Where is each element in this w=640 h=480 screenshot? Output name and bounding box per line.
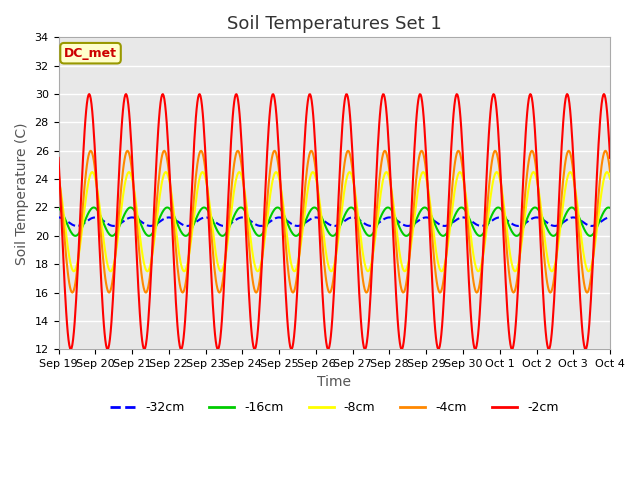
Title: Soil Temperatures Set 1: Soil Temperatures Set 1: [227, 15, 442, 33]
X-axis label: Time: Time: [317, 374, 351, 389]
Text: DC_met: DC_met: [64, 47, 117, 60]
Y-axis label: Soil Temperature (C): Soil Temperature (C): [15, 122, 29, 264]
Legend: -32cm, -16cm, -8cm, -4cm, -2cm: -32cm, -16cm, -8cm, -4cm, -2cm: [105, 396, 563, 419]
